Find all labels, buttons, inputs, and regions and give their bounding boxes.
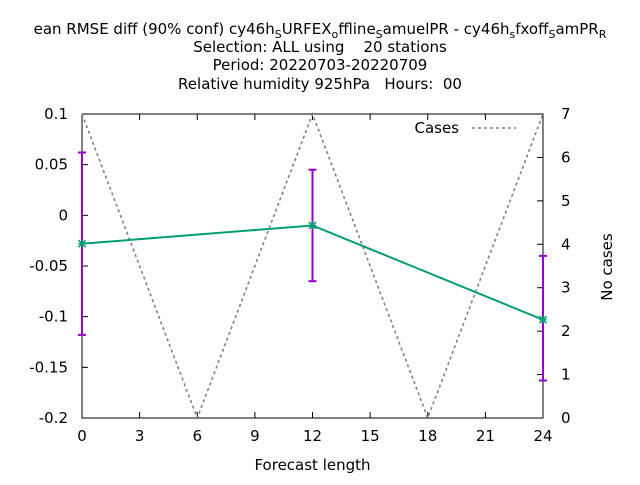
y2-tick-label: 5 (561, 192, 571, 210)
legend: Cases (414, 119, 516, 137)
x-tick-label: 6 (192, 427, 202, 445)
y2-tick-label: 4 (561, 235, 571, 253)
x-tick-label: 12 (303, 427, 322, 445)
y-tick-label: 0 (58, 206, 68, 224)
y2-tick-label: 6 (561, 148, 571, 166)
y-tick-label: -0.2 (39, 409, 68, 427)
cases-line (81, 111, 544, 421)
title-segment: URFEX (282, 20, 332, 38)
title-segment: amPR (555, 20, 598, 38)
x-tick-label: 9 (250, 427, 260, 445)
x-tick-label: 15 (361, 427, 380, 445)
legend-label-cases: Cases (414, 119, 459, 137)
x-tick-label: 24 (533, 427, 552, 445)
title-segment: S (548, 28, 555, 41)
title-line-4: Relative humidity 925hPa Hours: 00 (178, 75, 462, 93)
title-segment: ean RMSE diff (90% conf) cy46h (34, 20, 275, 38)
x-tick-label: 0 (77, 427, 87, 445)
y2-axis-label: No cases (598, 233, 616, 301)
rmse-diff-series (77, 221, 548, 324)
x-tick-label: 3 (135, 427, 145, 445)
title-segment: ffline (338, 20, 375, 38)
title-segment: fxoff (515, 20, 549, 38)
y2-tick-label: 2 (561, 322, 571, 340)
title-line-1: ean RMSE diff (90% conf) cy46hSURFEXoffl… (34, 20, 607, 41)
title-line-3: Period: 20220703-20220709 (213, 56, 428, 74)
rmse-diff-point (308, 221, 317, 230)
x-tick-label: 18 (418, 427, 437, 445)
y-tick-label: -0.1 (39, 308, 68, 326)
title-segment: o (332, 28, 339, 41)
title-segment: S (376, 28, 383, 41)
title-segment: S (275, 28, 282, 41)
y-tick-label: -0.15 (29, 358, 68, 376)
title-segment: R (599, 28, 607, 41)
x-tick-label: 21 (476, 427, 495, 445)
errorbars (78, 151, 547, 382)
rmse-diff-point (77, 239, 87, 248)
chart-title: ean RMSE diff (90% conf) cy46hSURFEXoffl… (34, 20, 607, 93)
y-tick-label: -0.05 (29, 257, 68, 275)
cases-series (81, 111, 544, 421)
y2-tick-label: 3 (561, 279, 571, 297)
x-axis-label: Forecast length (254, 456, 370, 474)
y2-tick-label: 0 (561, 409, 571, 427)
rmse-diff-point (538, 315, 548, 324)
title-segment: amuelPR - cy46h (383, 20, 510, 38)
y2-tick-label: 7 (561, 105, 571, 123)
axis-ticks: 0 3 6 9 12 15 18 21 240.10.050-0.05-0.1-0.15-0.2… (29, 105, 570, 445)
title-segment: s (510, 28, 516, 41)
y-tick-label: 0.1 (44, 105, 68, 123)
y-tick-label: 0.05 (35, 156, 68, 174)
title-line-2: Selection: ALL using 20 stations (193, 38, 447, 56)
y2-tick-label: 1 (561, 366, 571, 384)
